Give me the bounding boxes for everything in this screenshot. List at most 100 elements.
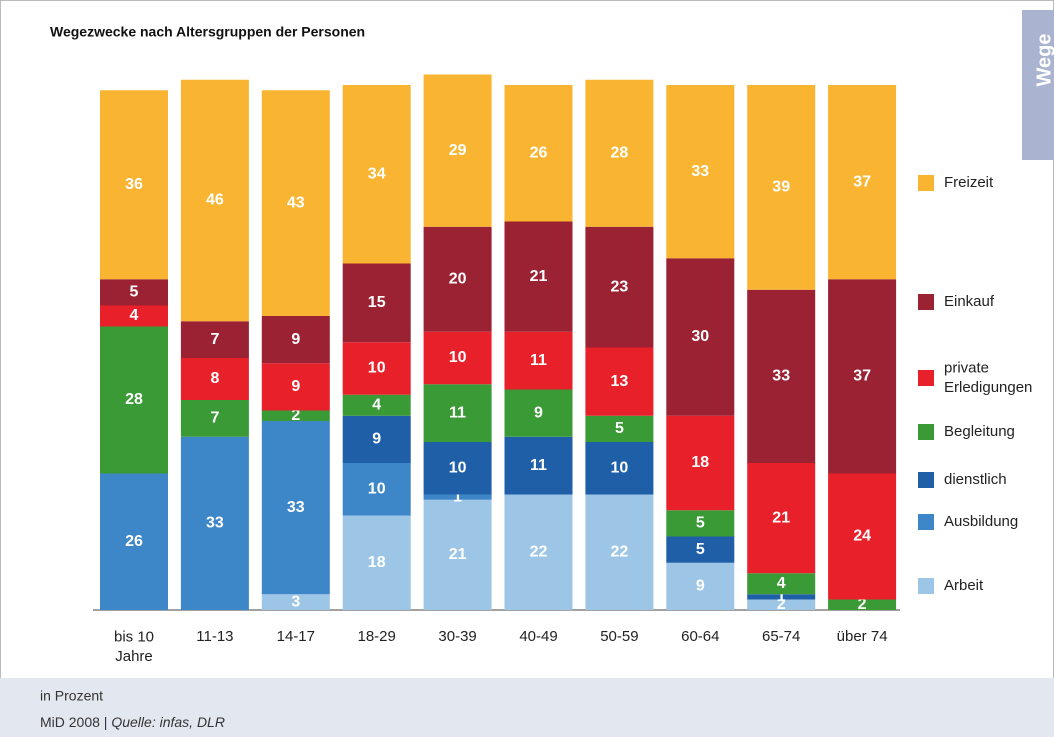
data-label: 29 <box>449 142 467 159</box>
bar-segment <box>261 363 330 411</box>
data-label: 9 <box>291 378 300 395</box>
data-label: 10 <box>368 480 386 497</box>
data-label: 22 <box>530 543 548 560</box>
data-label: 33 <box>206 515 224 532</box>
bar-segment <box>585 226 654 348</box>
data-label: 36 <box>125 176 143 193</box>
legend-label: Ausbildung <box>944 513 1018 530</box>
bar-segment <box>180 400 249 437</box>
bar-segment <box>423 226 492 332</box>
data-label: 7 <box>210 331 219 348</box>
bar-segment <box>261 421 330 595</box>
data-label: 10 <box>449 349 467 366</box>
bar-segment <box>747 463 816 574</box>
bar-segment <box>100 305 168 327</box>
bar-segment <box>423 331 492 385</box>
data-label: 37 <box>853 368 871 385</box>
data-label: 37 <box>853 173 871 190</box>
bar-segment <box>747 573 816 595</box>
data-label: 5 <box>615 420 624 437</box>
data-label: 11 <box>530 457 547 474</box>
bar-segment <box>666 258 735 416</box>
data-label: 5 <box>696 515 705 532</box>
data-label: 28 <box>125 391 143 408</box>
bar-segment <box>666 85 735 259</box>
data-label: 10 <box>449 459 467 476</box>
bar-segment <box>100 326 168 474</box>
x-tick-label: 60-64 <box>681 628 719 645</box>
data-label: 18 <box>691 454 709 471</box>
x-tick-label: 65-74 <box>762 628 800 645</box>
data-label: 5 <box>696 541 705 558</box>
source-text: Quelle: infas, DLR <box>111 714 225 730</box>
bar-segment <box>100 279 168 306</box>
bar-segment <box>666 536 735 563</box>
bar-segment <box>261 594 330 610</box>
bar-segment <box>342 463 411 516</box>
data-label: 34 <box>368 165 386 182</box>
legend-swatch <box>918 578 934 594</box>
bar-segment <box>666 510 735 537</box>
x-tick-label: 11-13 <box>196 628 233 645</box>
bar-segment <box>180 79 249 322</box>
bar-segment <box>666 562 735 610</box>
bar-segment <box>828 599 897 610</box>
data-label: 7 <box>210 410 219 427</box>
bar-segment <box>504 331 573 390</box>
x-tick-label: 30-39 <box>438 628 476 645</box>
bar-segment <box>504 436 573 495</box>
note: in Prozent <box>40 688 103 704</box>
bar-segment <box>342 415 411 463</box>
source-prefix: MiD 2008 | <box>40 714 107 730</box>
data-label: 2 <box>777 596 786 613</box>
data-label: 10 <box>611 459 629 476</box>
bar-segment <box>747 289 816 463</box>
data-label: 9 <box>534 404 543 421</box>
data-label: 33 <box>691 163 709 180</box>
data-label: 1 <box>777 588 786 605</box>
bar-segment <box>504 494 573 610</box>
bar-segment <box>585 494 654 610</box>
legend-swatch <box>918 424 934 440</box>
bar-segment <box>747 594 816 600</box>
legend-label: Einkauf <box>944 293 995 310</box>
data-label: 5 <box>130 284 139 301</box>
data-label: 9 <box>696 578 705 595</box>
data-label: 10 <box>368 360 386 377</box>
data-label: 30 <box>691 328 709 345</box>
bar-segment <box>504 389 573 437</box>
bar-segment <box>100 473 168 610</box>
data-label: 3 <box>291 593 300 610</box>
legend-label: Arbeit <box>944 577 984 594</box>
data-label: 11 <box>530 352 547 369</box>
data-label: 39 <box>772 179 790 196</box>
data-label: 2 <box>291 407 300 424</box>
data-label: 4 <box>372 396 381 413</box>
legend-swatch <box>918 175 934 191</box>
x-tick-label: 40-49 <box>519 628 557 645</box>
data-label: 21 <box>772 509 790 526</box>
data-label: 21 <box>449 546 467 563</box>
data-label: 9 <box>372 431 381 448</box>
bar-segment <box>585 415 654 442</box>
data-label: 46 <box>206 192 224 209</box>
x-tick-label: bis 10 Jahre <box>114 628 154 665</box>
legend-label: private Erledigungen <box>944 359 1032 396</box>
bar-segment <box>261 410 330 421</box>
legend-swatch <box>918 370 934 386</box>
bar-segment <box>504 85 573 222</box>
bar-segment <box>423 494 492 500</box>
bar-segment <box>342 263 411 343</box>
source: MiD 2008 | Quelle: infas, DLR <box>40 714 225 730</box>
data-label: 9 <box>291 331 300 348</box>
data-label: 1 <box>453 488 462 505</box>
bar-segment <box>180 436 249 610</box>
data-label: 26 <box>125 533 143 550</box>
data-label: 13 <box>611 373 629 390</box>
bar-segment <box>504 221 573 332</box>
legend-swatch <box>918 472 934 488</box>
data-label: 33 <box>772 368 790 385</box>
legend-label: Freizeit <box>944 174 994 191</box>
tab-label: Wege <box>1033 34 1054 87</box>
